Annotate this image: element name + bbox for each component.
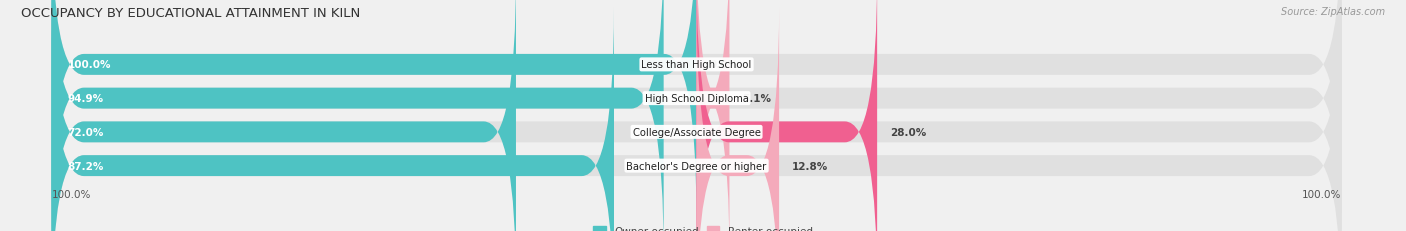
FancyBboxPatch shape (696, 0, 877, 231)
FancyBboxPatch shape (52, 0, 1341, 223)
FancyBboxPatch shape (52, 8, 614, 231)
Text: 100.0%: 100.0% (52, 189, 91, 199)
Text: 0.0%: 0.0% (710, 60, 738, 70)
FancyBboxPatch shape (52, 0, 696, 223)
Text: 100.0%: 100.0% (1302, 189, 1341, 199)
FancyBboxPatch shape (696, 0, 730, 231)
Text: College/Associate Degree: College/Associate Degree (633, 127, 761, 137)
Text: 94.9%: 94.9% (67, 94, 104, 104)
FancyBboxPatch shape (52, 0, 1341, 231)
FancyBboxPatch shape (52, 0, 516, 231)
Text: Less than High School: Less than High School (641, 60, 752, 70)
FancyBboxPatch shape (696, 8, 779, 231)
FancyBboxPatch shape (52, 8, 1341, 231)
FancyBboxPatch shape (52, 0, 1341, 231)
FancyBboxPatch shape (52, 0, 664, 231)
Text: 100.0%: 100.0% (67, 60, 111, 70)
Text: 28.0%: 28.0% (890, 127, 927, 137)
Text: 72.0%: 72.0% (67, 127, 104, 137)
Text: Bachelor's Degree or higher: Bachelor's Degree or higher (627, 161, 766, 171)
Text: OCCUPANCY BY EDUCATIONAL ATTAINMENT IN KILN: OCCUPANCY BY EDUCATIONAL ATTAINMENT IN K… (21, 7, 360, 20)
Legend: Owner-occupied, Renter-occupied: Owner-occupied, Renter-occupied (589, 222, 817, 231)
Text: High School Diploma: High School Diploma (644, 94, 748, 104)
Text: Source: ZipAtlas.com: Source: ZipAtlas.com (1281, 7, 1385, 17)
Text: 5.1%: 5.1% (742, 94, 772, 104)
Text: 87.2%: 87.2% (67, 161, 104, 171)
Text: 12.8%: 12.8% (792, 161, 828, 171)
